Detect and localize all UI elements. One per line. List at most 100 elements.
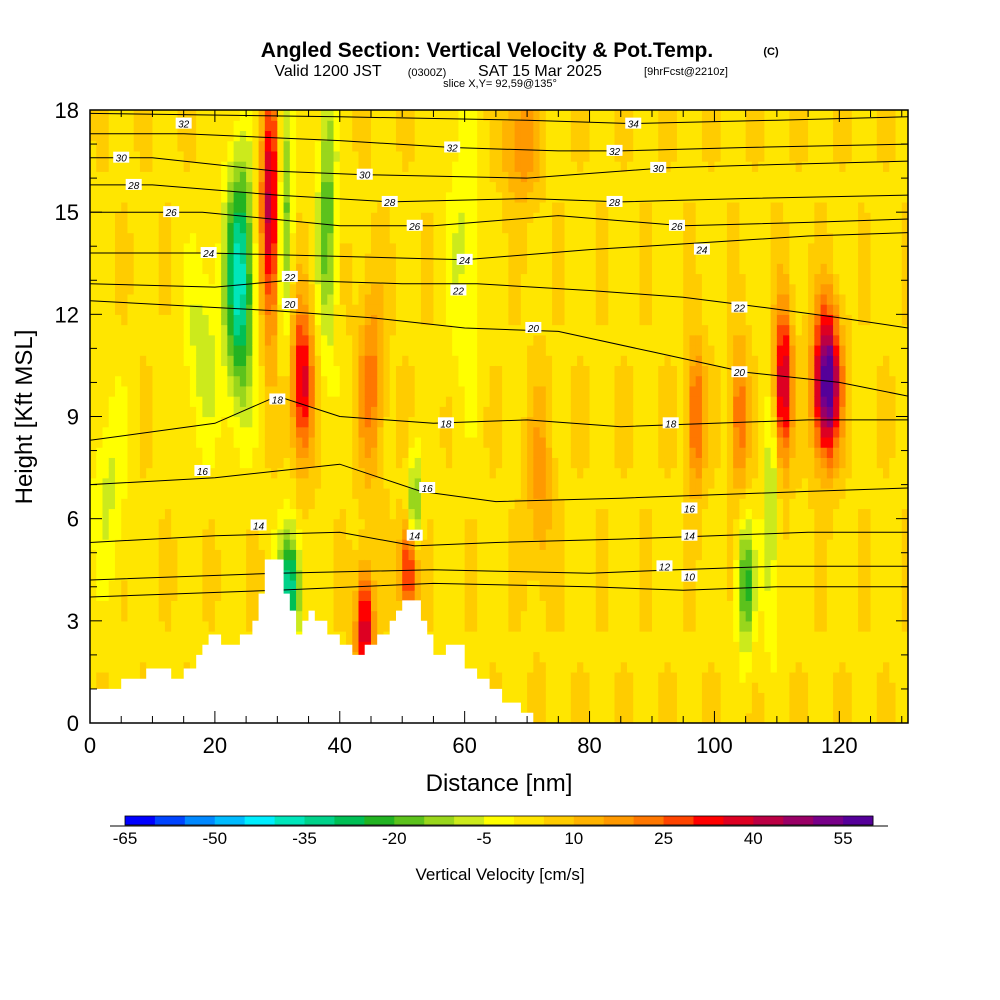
- velocity-cell: [408, 242, 416, 254]
- velocity-cell: [395, 201, 403, 213]
- velocity-cell: [114, 559, 122, 571]
- velocity-cell: [558, 140, 566, 152]
- velocity-cell: [239, 498, 247, 510]
- velocity-cell: [164, 488, 172, 499]
- velocity-cell: [246, 355, 253, 367]
- velocity-cell: [264, 539, 272, 550]
- velocity-cell: [352, 283, 360, 295]
- velocity-cell: [495, 120, 503, 132]
- velocity-cell: [558, 600, 566, 612]
- velocity-cell: [202, 161, 210, 172]
- velocity-cell: [121, 375, 129, 387]
- velocity-cell: [433, 549, 441, 561]
- velocity-cell: [139, 222, 147, 234]
- velocity-cell: [514, 651, 522, 663]
- velocity-cell: [339, 457, 347, 469]
- velocity-cell: [570, 314, 578, 326]
- velocity-cell: [214, 396, 222, 407]
- velocity-cell: [377, 191, 385, 203]
- velocity-cell: [439, 518, 447, 530]
- velocity-cell: [408, 263, 416, 275]
- velocity-cell: [346, 263, 353, 275]
- velocity-cell: [289, 283, 297, 295]
- velocity-cell: [283, 140, 291, 152]
- velocity-cell: [202, 334, 210, 346]
- velocity-cell: [239, 610, 247, 622]
- velocity-cell: [545, 488, 553, 499]
- velocity-cell: [489, 242, 497, 254]
- velocity-cell: [133, 314, 141, 326]
- velocity-cell: [527, 600, 534, 612]
- velocity-cell: [196, 344, 203, 356]
- velocity-cell: [121, 130, 129, 142]
- velocity-cell: [227, 426, 235, 438]
- velocity-cell: [402, 385, 410, 397]
- velocity-cell: [152, 590, 160, 601]
- velocity-cell: [233, 242, 241, 254]
- velocity-cell: [277, 324, 285, 336]
- velocity-cell: [464, 600, 472, 612]
- velocity-cell: [233, 375, 241, 387]
- velocity-cell: [552, 682, 559, 693]
- velocity-cell: [352, 150, 360, 162]
- velocity-cell: [258, 477, 266, 489]
- velocity-cell: [202, 304, 210, 315]
- velocity-cell: [321, 488, 328, 499]
- velocity-cell: [377, 212, 385, 223]
- velocity-cell: [352, 620, 360, 632]
- velocity-cell: [389, 477, 397, 489]
- velocity-cell: [483, 641, 491, 653]
- velocity-cell: [302, 518, 310, 530]
- velocity-cell: [552, 631, 559, 642]
- velocity-cell: [389, 406, 397, 418]
- velocity-cell: [427, 150, 435, 162]
- velocity-cell: [308, 232, 316, 244]
- velocity-cell: [321, 426, 328, 438]
- velocity-cell: [202, 140, 210, 152]
- velocity-cell: [283, 436, 291, 448]
- velocity-cell: [146, 610, 154, 622]
- velocity-cell: [121, 498, 129, 510]
- velocity-cell: [121, 212, 129, 223]
- velocity-cell: [377, 569, 385, 581]
- velocity-cell: [189, 242, 197, 254]
- velocity-cell: [121, 610, 129, 622]
- velocity-cell: [327, 406, 335, 418]
- velocity-cell: [433, 324, 441, 336]
- velocity-cell: [458, 130, 466, 142]
- velocity-cell: [370, 385, 378, 397]
- velocity-cell: [495, 365, 503, 377]
- velocity-cell: [133, 130, 141, 142]
- velocity-cell: [127, 641, 135, 653]
- velocity-cell: [445, 436, 453, 448]
- velocity-cell: [289, 355, 297, 367]
- velocity-cell: [321, 304, 328, 315]
- velocity-cell: [364, 344, 372, 356]
- velocity-cell: [90, 600, 97, 612]
- velocity-cell: [258, 140, 266, 152]
- velocity-cell: [108, 620, 116, 632]
- velocity-cell: [539, 641, 547, 653]
- velocity-cell: [233, 528, 241, 540]
- velocity-cell: [489, 631, 497, 642]
- velocity-cell: [383, 253, 391, 264]
- velocity-cell: [121, 467, 129, 479]
- velocity-cell: [302, 344, 310, 356]
- velocity-cell: [233, 273, 241, 285]
- velocity-cell: [483, 620, 491, 632]
- velocity-cell: [158, 120, 166, 132]
- velocity-cell: [414, 518, 422, 530]
- velocity-cell: [239, 253, 247, 264]
- velocity-cell: [420, 539, 428, 550]
- velocity-cell: [333, 324, 341, 336]
- velocity-cell: [146, 263, 154, 275]
- velocity-cell: [196, 590, 203, 601]
- velocity-cell: [214, 344, 222, 356]
- velocity-cell: [508, 150, 516, 162]
- velocity-cell: [264, 181, 272, 193]
- velocity-cell: [420, 314, 428, 326]
- velocity-cell: [133, 334, 141, 346]
- velocity-cell: [327, 600, 335, 612]
- velocity-cell: [352, 528, 360, 540]
- velocity-cell: [595, 436, 603, 448]
